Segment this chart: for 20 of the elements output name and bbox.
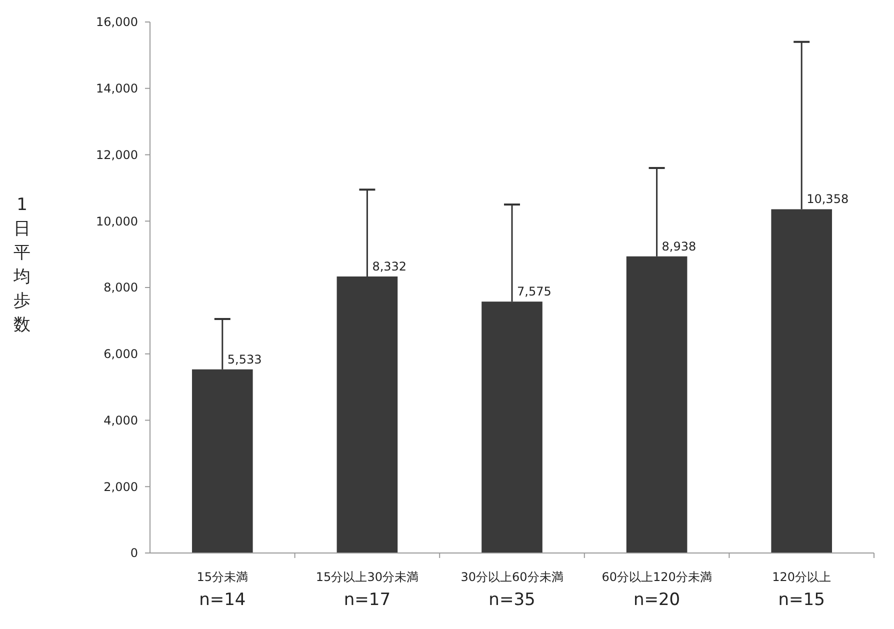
x-tick-label: 15分未満 n=14 — [196, 570, 248, 610]
x-tick-label: 120分以上 n=15 — [772, 570, 832, 610]
y-tick-label: 0 — [130, 546, 138, 560]
data-label: 7,575 — [517, 284, 552, 299]
y-axis-title: 1日平均歩数 — [12, 195, 30, 335]
data-label: 10,358 — [806, 192, 849, 206]
y-tick-label: 2,000 — [104, 480, 138, 494]
y-tick-label: 14,000 — [96, 82, 138, 96]
y-tick-label: 4,000 — [104, 413, 138, 428]
x-tick-label: 60分以上120分未満 n=20 — [602, 570, 712, 610]
y-tick-label: 6,000 — [104, 347, 138, 362]
data-label: 8,332 — [372, 259, 407, 274]
y-tick-label: 16,000 — [96, 15, 138, 30]
data-label: 5,533 — [227, 352, 262, 366]
y-tick-label: 10,000 — [96, 214, 138, 228]
y-tick-label: 12,000 — [96, 148, 138, 162]
x-tick-label: 30分以上60分未満 n=35 — [460, 570, 564, 610]
x-tick-label: 15分以上30分未満 n=17 — [316, 570, 418, 610]
data-label: 8,938 — [662, 239, 696, 254]
y-tick-label: 8,000 — [104, 280, 138, 295]
